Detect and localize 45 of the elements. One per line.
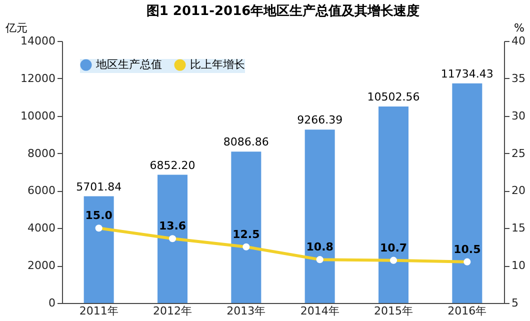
y2-tick-label: 15: [512, 222, 526, 235]
bar: [304, 130, 335, 303]
x-tick-label: 2013年: [226, 304, 266, 318]
data-label: 8086.86: [223, 136, 269, 149]
data-label: 12.5: [232, 228, 260, 241]
data-label: 10.7: [380, 241, 408, 254]
data-label: 5701.84: [76, 180, 122, 194]
bar: [231, 152, 262, 303]
y2-tick-label: 10: [512, 259, 526, 272]
y2-tick-label: 20: [512, 184, 526, 198]
y2-tick-label: 35: [512, 72, 526, 85]
y2-tick-label: 5: [512, 296, 518, 310]
data-label: 15.0: [85, 209, 113, 222]
y-tick-label: 14000: [20, 34, 56, 48]
bar: [452, 83, 482, 303]
y2-tick-label: 30: [512, 109, 526, 122]
data-label: 13.6: [158, 220, 186, 233]
x-tick-label: 2016年: [448, 304, 487, 318]
bar: [84, 196, 114, 303]
x-tick-label: 2014年: [300, 304, 340, 318]
y-tick-label: 8000: [28, 146, 56, 160]
data-label: 10502.56: [367, 90, 420, 104]
data-label: 10.8: [306, 240, 334, 254]
data-label: 10.5: [454, 242, 481, 256]
y2-tick-label: 40: [512, 34, 526, 48]
legend-label: 地区生产总值: [95, 58, 162, 71]
data-label: 11734.43: [440, 67, 494, 80]
x-tick-label: 2011年: [79, 304, 118, 318]
bar: [378, 106, 408, 303]
y2-tick-label: 25: [512, 146, 526, 160]
y-tick-label: 0: [48, 296, 56, 310]
x-tick-label: 2012年: [153, 304, 192, 318]
data-label: 9266.39: [297, 114, 343, 127]
y-tick-label: 12000: [20, 72, 56, 85]
bar: [158, 174, 188, 303]
y2-axis-title: %: [514, 22, 524, 34]
y-axis-title: 亿元: [4, 22, 28, 34]
y-tick-label: 10000: [20, 109, 56, 122]
y-tick-label: 2000: [28, 259, 56, 272]
legend-label: 比上年增长: [190, 58, 245, 71]
y-tick-label: 6000: [28, 184, 56, 198]
y-tick-label: 4000: [28, 222, 56, 235]
data-label: 6852.20: [150, 158, 196, 172]
chart-title: 图1 2011-2016年地区生产总值及其增长速度: [146, 3, 420, 19]
x-tick-label: 2015年: [374, 304, 413, 318]
